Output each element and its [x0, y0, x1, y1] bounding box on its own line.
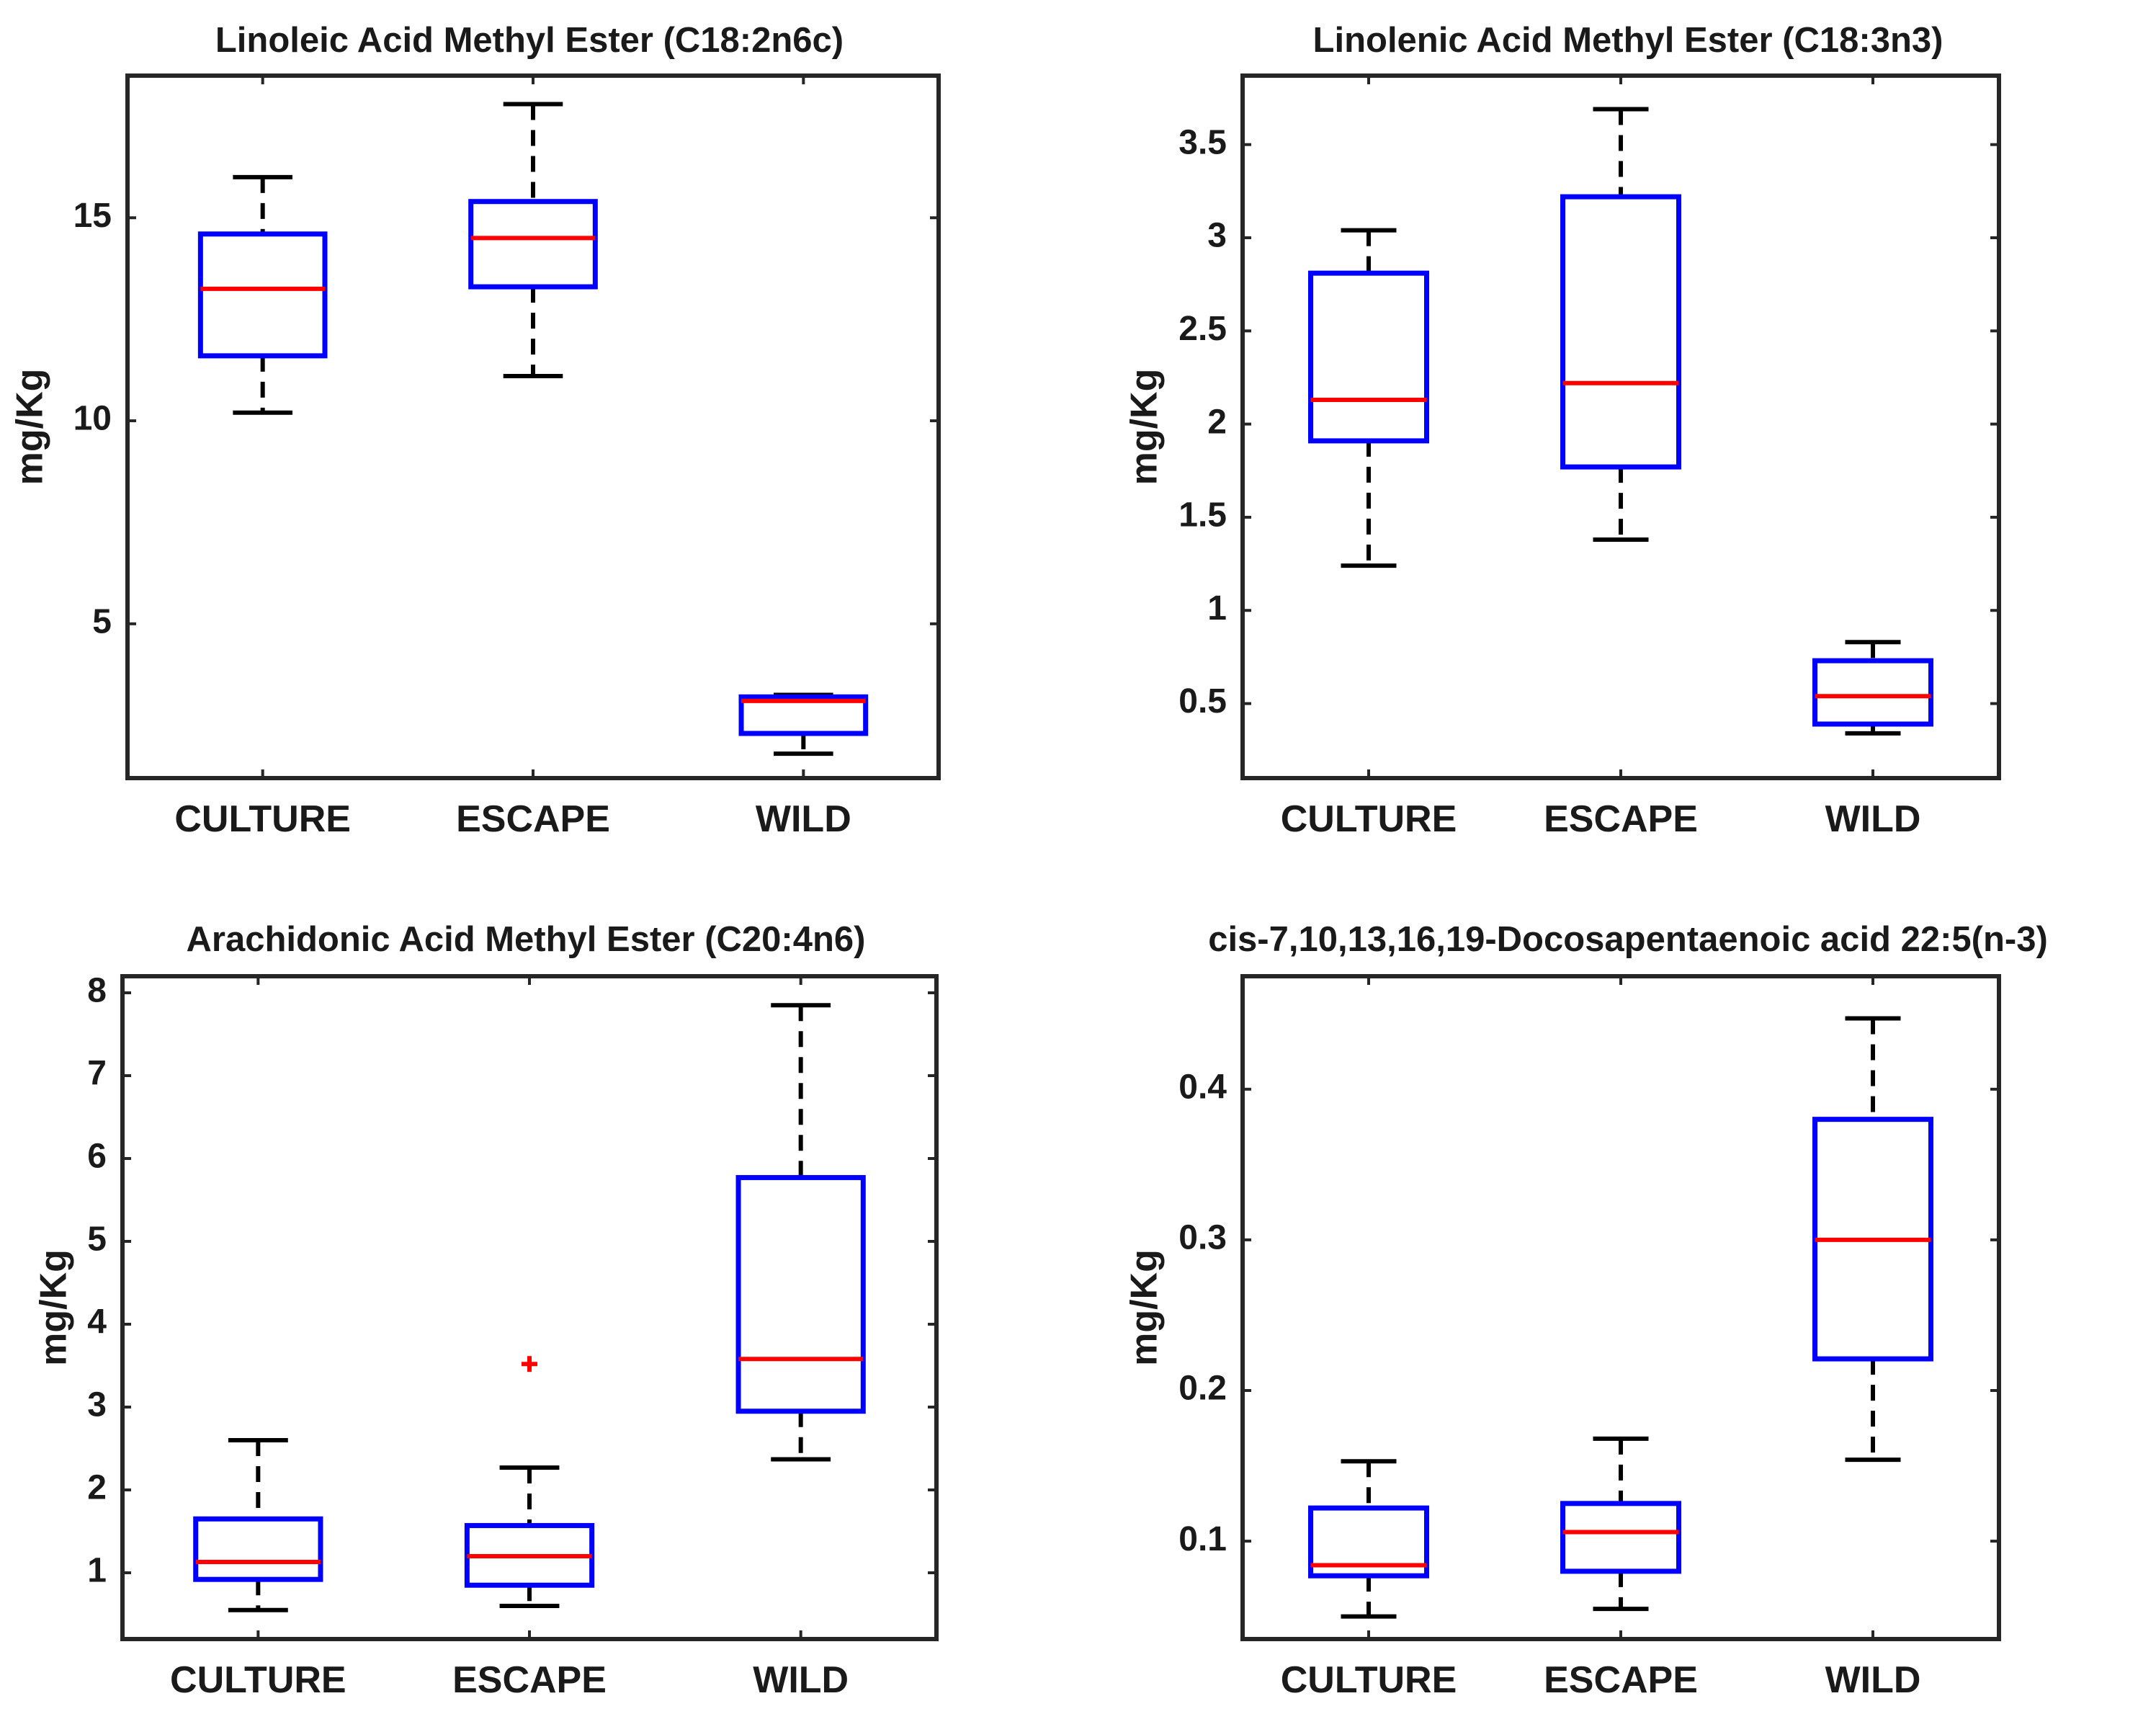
y-tick-label: 0.5 — [1178, 682, 1227, 720]
chart-panel-3: Arachidonic Acid Methyl Ester (C20:4n6) m… — [33, 920, 939, 1701]
chart-title: cis-7,10,13,16,19-Docosapentaenoic acid … — [1208, 920, 2048, 959]
y-tick-label: 3.5 — [1178, 123, 1227, 161]
x-tick-label: ESCAPE — [456, 798, 610, 840]
y-tick-label: 2 — [1207, 403, 1227, 441]
box-culture — [1308, 1459, 1429, 1619]
y-tick-label: 0.1 — [1178, 1520, 1227, 1558]
plot-frame — [1240, 974, 2001, 1641]
y-tick-label: 3 — [1207, 217, 1227, 255]
x-tick-label: ESCAPE — [1544, 1659, 1698, 1701]
outlier-marker — [522, 1356, 537, 1372]
iqr-box — [1560, 194, 1681, 470]
y-tick-label: 2.5 — [1178, 310, 1227, 348]
y-axis-label: mg/Kg — [33, 1249, 75, 1366]
iqr-box — [468, 199, 598, 290]
y-tick-label: 5 — [87, 1220, 107, 1259]
box-wild — [1812, 1016, 1933, 1463]
y-tick-label: 6 — [87, 1138, 107, 1176]
chart-title: Arachidonic Acid Methyl Ester (C20:4n6) — [186, 920, 865, 959]
iqr-box — [193, 1516, 323, 1582]
x-tick-label: WILD — [1825, 798, 1921, 840]
y-tick-label: 1 — [1207, 589, 1227, 628]
y-tick-label: 0.4 — [1178, 1068, 1227, 1106]
y-tick-label: 8 — [87, 972, 107, 1010]
box-wild — [738, 692, 869, 756]
y-tick-label: 1.5 — [1178, 496, 1227, 535]
y-tick-label: 0.2 — [1178, 1370, 1227, 1408]
box-culture — [197, 174, 328, 415]
iqr-box — [1308, 270, 1429, 444]
x-tick-label: CULTURE — [1281, 1659, 1457, 1701]
x-tick-label: ESCAPE — [1544, 798, 1698, 840]
chart-title: Linoleic Acid Methyl Ester (C18:2n6c) — [215, 21, 844, 60]
box-escape — [1560, 107, 1681, 542]
chart-panel-2: Linolenic Acid Methyl Ester (C18:3n3) mg/… — [1124, 21, 2001, 840]
x-tick-label: WILD — [753, 1659, 849, 1701]
box-escape — [464, 1356, 595, 1608]
plot-frame — [125, 73, 941, 780]
x-tick-label: WILD — [1825, 1659, 1921, 1701]
x-tick-label: CULTURE — [174, 798, 351, 840]
chart-panel-1: Linoleic Acid Methyl Ester (C18:2n6c) mg/… — [9, 21, 941, 840]
y-tick-label: 5 — [92, 603, 112, 641]
box-escape — [1560, 1436, 1681, 1612]
iqr-box — [738, 694, 869, 736]
iqr-box — [1560, 1501, 1681, 1574]
plot-frame — [1240, 73, 2001, 780]
x-tick-label: ESCAPE — [452, 1659, 607, 1701]
y-axis-label: mg/Kg — [9, 369, 51, 486]
y-tick-label: 7 — [87, 1055, 107, 1093]
y-axis-label: mg/Kg — [1124, 1249, 1166, 1366]
x-tick-label: CULTURE — [1281, 798, 1457, 840]
x-tick-label: WILD — [756, 798, 851, 840]
plot-frame — [120, 974, 939, 1641]
y-tick-label: 15 — [73, 197, 112, 235]
box-wild — [1812, 640, 1933, 736]
y-tick-label: 3 — [87, 1386, 107, 1424]
y-tick-label: 2 — [87, 1469, 107, 1507]
iqr-box — [735, 1174, 866, 1414]
box-culture — [1308, 228, 1429, 568]
y-tick-label: 1 — [87, 1552, 107, 1590]
iqr-box — [1308, 1505, 1429, 1579]
iqr-box — [1812, 658, 1933, 727]
box-culture — [193, 1438, 323, 1612]
y-axis-label: mg/Kg — [1124, 369, 1166, 486]
chart-title: Linolenic Acid Methyl Ester (C18:3n3) — [1313, 21, 1943, 60]
box-wild — [735, 1003, 866, 1462]
box-escape — [468, 102, 598, 379]
y-tick-label: 4 — [87, 1303, 107, 1342]
y-tick-label: 0.3 — [1178, 1219, 1227, 1257]
iqr-box — [197, 231, 328, 359]
chart-panel-4: cis-7,10,13,16,19-Docosapentaenoic acid … — [1124, 920, 2048, 1701]
x-tick-label: CULTURE — [170, 1659, 346, 1701]
y-tick-label: 10 — [73, 400, 112, 438]
